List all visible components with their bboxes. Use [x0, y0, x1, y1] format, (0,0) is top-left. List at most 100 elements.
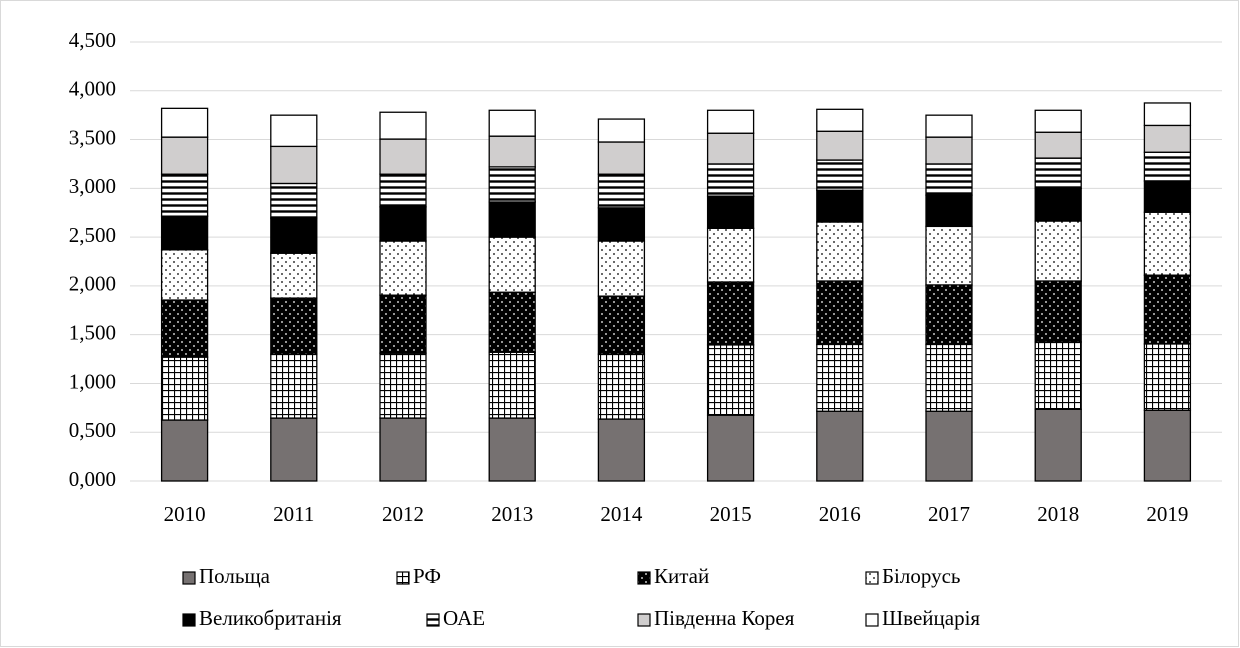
bar-segment — [706, 132, 755, 165]
bar-segment — [925, 225, 973, 286]
bar-segment — [488, 201, 536, 238]
bar-segment — [379, 352, 427, 419]
legend-label: Китай — [654, 564, 709, 588]
bar-segment — [816, 159, 864, 191]
bar-segment — [379, 173, 427, 208]
x-tick-label: 2011 — [273, 502, 314, 526]
bar-segment — [270, 353, 318, 419]
bar-segment — [1143, 274, 1192, 345]
y-tick-label: 1,500 — [69, 320, 116, 344]
bar-segment — [706, 227, 755, 283]
bar-segment — [816, 221, 864, 282]
bar-segment — [270, 252, 318, 299]
legend-swatch — [426, 613, 440, 627]
bar-segment — [270, 182, 318, 219]
x-tick-label: 2019 — [1146, 502, 1188, 526]
bar-segment — [488, 135, 536, 168]
x-tick-label: 2017 — [928, 502, 970, 526]
bar-segment — [1143, 102, 1192, 127]
legend-label: Південна Корея — [654, 606, 795, 630]
legend-swatch — [637, 571, 651, 585]
bar-segment — [925, 343, 973, 412]
legend-label: Швейцарія — [882, 606, 980, 630]
legend-swatch — [396, 571, 410, 585]
y-tick-label: 3,000 — [69, 174, 116, 198]
bar-segment — [379, 294, 427, 354]
legend-label: ОАЕ — [443, 606, 485, 630]
bar-segment — [488, 351, 536, 419]
bar-segment — [1034, 280, 1082, 343]
legend-swatch — [637, 613, 651, 627]
legend-swatch — [182, 571, 196, 585]
legend-swatch — [865, 613, 879, 627]
x-tick-label: 2016 — [819, 502, 861, 526]
bar-segment — [270, 217, 318, 254]
bar-segment — [597, 418, 646, 482]
y-tick-label: 0,000 — [69, 467, 116, 491]
bar-segment — [1143, 151, 1192, 182]
bar-segment — [1034, 220, 1082, 282]
bar-segment — [597, 353, 646, 420]
bar-segment — [597, 173, 646, 209]
bar-segment — [597, 295, 646, 355]
bar-segment — [1034, 109, 1082, 133]
legend-swatch — [865, 571, 879, 585]
bar-segment — [706, 163, 755, 197]
bar-segment — [816, 189, 864, 223]
bar-segment — [1034, 408, 1082, 482]
bar-segment — [597, 207, 646, 242]
legend-label: РФ — [413, 564, 441, 588]
bar-segment — [1034, 157, 1082, 189]
bar-segment — [816, 343, 864, 412]
bar-segment — [706, 195, 755, 229]
bar-segment — [925, 410, 973, 482]
x-tick-label: 2010 — [164, 502, 206, 526]
bar-segment — [925, 114, 973, 138]
legend-label: Великобританія — [199, 606, 342, 630]
x-tick-label: 2018 — [1037, 502, 1079, 526]
bar-segment — [1143, 409, 1192, 482]
bar-segment — [379, 240, 427, 296]
bar-segment — [706, 109, 755, 134]
bar-segment — [270, 297, 318, 355]
x-tick-label: 2015 — [710, 502, 752, 526]
bar-segment — [488, 417, 536, 482]
bar-segment — [816, 280, 864, 346]
x-tick-label: 2012 — [382, 502, 424, 526]
bar-segment — [270, 145, 318, 185]
bar-segment — [925, 284, 973, 346]
bar-segment — [160, 419, 209, 482]
bar-segment — [1034, 131, 1082, 159]
bar-segment — [270, 417, 318, 482]
y-tick-label: 0,500 — [69, 418, 116, 442]
legend-swatch — [182, 613, 196, 627]
y-tick-label: 4,500 — [69, 28, 116, 52]
y-tick-label: 2,000 — [69, 272, 116, 296]
bar-segment — [1143, 211, 1192, 276]
y-tick-label: 3,500 — [69, 125, 116, 149]
y-tick-label: 1,000 — [69, 369, 116, 393]
bar-segment — [597, 240, 646, 297]
bar-segment — [488, 291, 536, 353]
bar-segment — [706, 344, 755, 416]
bar-segment — [160, 136, 209, 175]
bar-segment — [270, 114, 318, 148]
bar-segment — [160, 215, 209, 251]
y-tick-label: 4,000 — [69, 77, 116, 101]
bar-segment — [706, 281, 755, 346]
legend-label: Білорусь — [882, 564, 961, 588]
bar-segment — [706, 414, 755, 482]
bar-segment — [488, 109, 536, 137]
bar-segment — [816, 410, 864, 482]
bar-segment — [925, 136, 973, 165]
bar-segment — [488, 236, 536, 293]
x-tick-label: 2014 — [600, 502, 643, 526]
bar-segment — [816, 130, 864, 161]
bar-segment — [925, 163, 973, 196]
y-tick-label: 2,500 — [69, 223, 116, 247]
x-tick-label: 2013 — [491, 502, 533, 526]
bar-segment — [379, 111, 427, 140]
bar-segment — [1143, 124, 1192, 153]
bar-segment — [1143, 180, 1192, 213]
